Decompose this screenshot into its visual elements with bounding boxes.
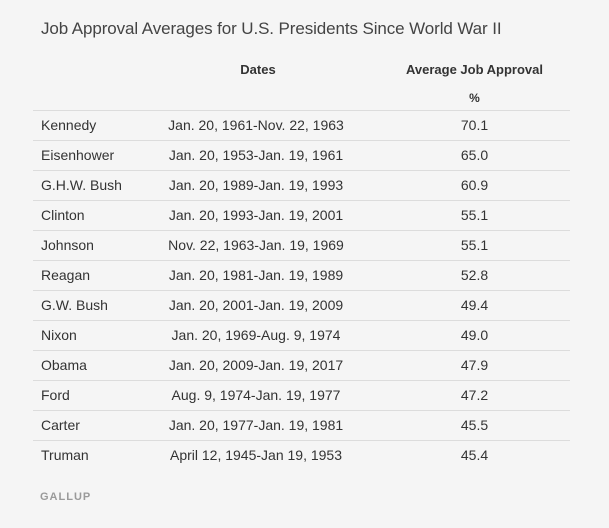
table-row: Eisenhower Jan. 20, 1953-Jan. 19, 1961 65.… — [33, 141, 570, 171]
president-cell: G.H.W. Bush — [41, 177, 122, 193]
president-cell: Truman — [41, 447, 89, 463]
column-header-unit: % — [469, 91, 480, 105]
dates-cell: Jan. 20, 2009-Jan. 19, 2017 — [168, 357, 344, 373]
table-row: Reagan Jan. 20, 1981-Jan. 19, 1989 52.8 — [33, 261, 570, 291]
chart-title: Job Approval Averages for U.S. President… — [41, 19, 502, 38]
average-cell: 60.9 — [460, 177, 489, 193]
average-cell: 49.4 — [460, 297, 489, 313]
table-row: Ford Aug. 9, 1974-Jan. 19, 1977 47.2 — [33, 381, 570, 411]
average-cell: 55.1 — [460, 237, 489, 253]
table-row: Truman April 12, 1945-Jan 19, 1953 45.4 — [33, 441, 570, 470]
table-header: Dates Average Job Approval % — [33, 52, 570, 111]
column-header-average: Average Job Approval — [405, 62, 544, 77]
average-cell: 47.2 — [460, 387, 489, 403]
dates-cell: April 12, 1945-Jan 19, 1953 — [169, 447, 342, 463]
president-cell: Kennedy — [41, 117, 97, 133]
dates-cell: Jan. 20, 2001-Jan. 19, 2009 — [168, 297, 344, 313]
dates-cell: Jan. 20, 1977-Jan. 19, 1981 — [168, 417, 344, 433]
president-cell: Reagan — [41, 267, 91, 283]
table-row: G.W. Bush Jan. 20, 2001-Jan. 19, 2009 49.4 — [33, 291, 570, 321]
approval-table: Dates Average Job Approval % Kennedy Jan.… — [33, 52, 570, 470]
average-cell: 49.0 — [460, 327, 489, 343]
dates-cell: Jan. 20, 1993-Jan. 19, 2001 — [168, 207, 344, 223]
average-cell: 70.1 — [460, 117, 489, 133]
president-cell: Obama — [41, 357, 87, 373]
source-label: GALLUP — [40, 491, 92, 503]
president-cell: Eisenhower — [41, 147, 115, 163]
table-row: Clinton Jan. 20, 1993-Jan. 19, 2001 55.1 — [33, 201, 570, 231]
average-cell: 52.8 — [460, 267, 489, 283]
average-cell: 55.1 — [460, 207, 489, 223]
dates-cell: Jan. 20, 1953-Jan. 19, 1961 — [168, 147, 344, 163]
average-cell: 65.0 — [460, 147, 489, 163]
average-cell: 47.9 — [460, 357, 489, 373]
president-cell: Clinton — [41, 207, 85, 223]
dates-cell: Jan. 20, 1989-Jan. 19, 1993 — [168, 177, 344, 193]
president-cell: Johnson — [41, 237, 94, 253]
dates-cell: Jan. 20, 1969-Aug. 9, 1974 — [171, 327, 341, 343]
column-header-dates: Dates — [240, 62, 276, 77]
table-row: Johnson Nov. 22, 1963-Jan. 19, 1969 55.1 — [33, 231, 570, 261]
dates-cell: Jan. 20, 1961-Nov. 22, 1963 — [168, 117, 344, 133]
average-cell: 45.5 — [460, 417, 489, 433]
dates-cell: Jan. 20, 1981-Jan. 19, 1989 — [168, 267, 344, 283]
president-cell: Carter — [41, 417, 80, 433]
dates-cell: Nov. 22, 1963-Jan. 19, 1969 — [168, 237, 344, 253]
table-row: G.H.W. Bush Jan. 20, 1989-Jan. 19, 1993 60… — [33, 171, 570, 201]
average-cell: 45.4 — [460, 447, 489, 463]
table-row: Kennedy Jan. 20, 1961-Nov. 22, 1963 70.1 — [33, 111, 570, 141]
president-cell: Ford — [41, 387, 70, 403]
president-cell: G.W. Bush — [41, 297, 108, 313]
president-cell: Nixon — [41, 327, 77, 343]
table-row: Nixon Jan. 20, 1969-Aug. 9, 1974 49.0 — [33, 321, 570, 351]
table-row: Obama Jan. 20, 2009-Jan. 19, 2017 47.9 — [33, 351, 570, 381]
table-row: Carter Jan. 20, 1977-Jan. 19, 1981 45.5 — [33, 411, 570, 441]
table-body: Kennedy Jan. 20, 1961-Nov. 22, 1963 70.1 Ei… — [33, 111, 570, 470]
dates-cell: Aug. 9, 1974-Jan. 19, 1977 — [171, 387, 341, 403]
